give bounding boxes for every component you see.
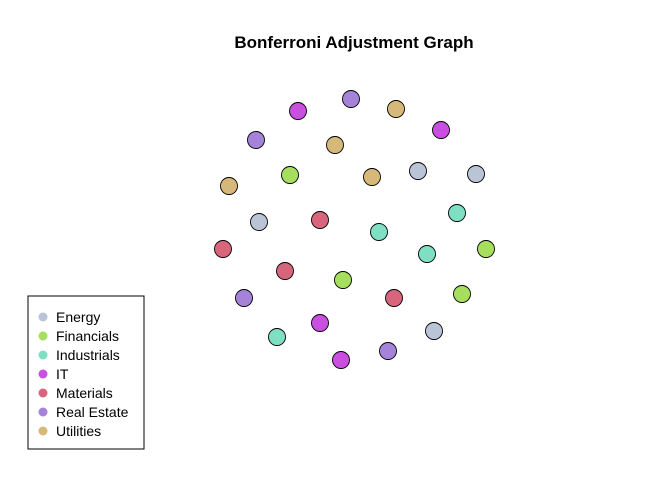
node-energy xyxy=(467,165,485,183)
node-utilities xyxy=(387,100,405,118)
node-utilities xyxy=(363,168,381,186)
legend-item-materials: Materials xyxy=(38,385,113,401)
node-financials xyxy=(477,240,495,258)
legend-item-industrials: Industrials xyxy=(38,347,120,363)
node-industrials xyxy=(370,223,388,241)
node-real-estate xyxy=(342,90,360,108)
legend-label: IT xyxy=(56,366,69,382)
node-utilities xyxy=(326,136,344,154)
node-materials xyxy=(276,262,294,280)
legend-label: Industrials xyxy=(56,347,120,363)
node-it xyxy=(289,102,307,120)
node-materials xyxy=(385,289,403,307)
legend-item-energy: Energy xyxy=(38,309,100,325)
node-industrials xyxy=(268,328,286,346)
graph-title: Bonferroni Adjustment Graph xyxy=(234,33,473,52)
node-financials xyxy=(334,271,352,289)
legend-swatch xyxy=(38,426,48,436)
legend-swatch xyxy=(38,388,48,398)
legend-label: Financials xyxy=(56,328,119,344)
node-it xyxy=(432,121,450,139)
legend-swatch xyxy=(38,369,48,379)
legend-label: Real Estate xyxy=(56,404,129,420)
node-energy xyxy=(409,162,427,180)
node-it xyxy=(311,314,329,332)
legend-label: Utilities xyxy=(56,423,101,439)
legend-item-it: IT xyxy=(38,366,69,382)
node-it xyxy=(332,351,350,369)
legend-swatch xyxy=(38,312,48,322)
node-materials xyxy=(214,240,232,258)
node-materials xyxy=(311,211,329,229)
legend-label: Materials xyxy=(56,385,113,401)
graph-nodes xyxy=(214,90,495,369)
legend-swatch xyxy=(38,350,48,360)
legend-label: Energy xyxy=(56,309,100,325)
node-energy xyxy=(425,322,443,340)
legend-item-utilities: Utilities xyxy=(38,423,101,439)
node-industrials xyxy=(418,245,436,263)
legend-item-real-estate: Real Estate xyxy=(38,404,129,420)
legend-swatch xyxy=(38,331,48,341)
node-real-estate xyxy=(235,289,253,307)
node-energy xyxy=(250,213,268,231)
legend-box xyxy=(27,295,145,450)
node-financials xyxy=(281,166,299,184)
node-real-estate xyxy=(379,342,397,360)
legend-swatch xyxy=(38,407,48,417)
legend-item-financials: Financials xyxy=(38,328,119,344)
node-real-estate xyxy=(247,131,265,149)
legend: Energy Financials Industrials IT Materials Re… xyxy=(27,295,145,450)
node-financials xyxy=(453,285,471,303)
node-utilities xyxy=(220,177,238,195)
node-industrials xyxy=(448,204,466,222)
